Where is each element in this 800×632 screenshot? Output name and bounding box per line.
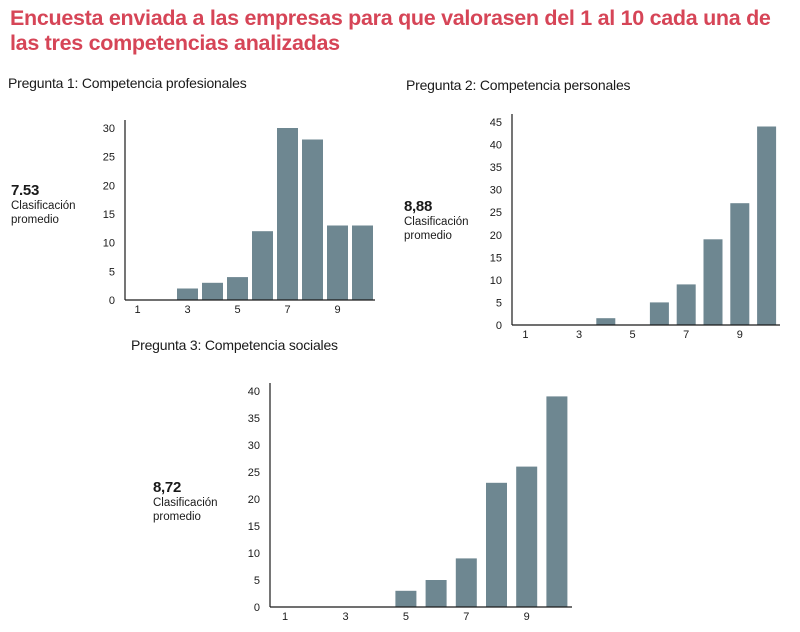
chart-3-average: 8,72 Clasificación promedio — [153, 479, 233, 524]
chart-3-y-tick-10: 10 — [248, 548, 260, 560]
chart-3-y-tick-35: 35 — [248, 413, 260, 425]
chart-1-bar-3 — [177, 288, 198, 300]
chart-2-bar-7 — [676, 284, 696, 325]
chart-2-y-tick-15: 15 — [490, 252, 502, 264]
chart-3-y-tick-30: 30 — [248, 440, 260, 452]
chart-2-bar-10 — [757, 126, 777, 325]
chart-3-x-tick-5: 5 — [403, 611, 409, 623]
chart-3-x-tick-9: 9 — [524, 611, 530, 623]
chart-2-x-tick-5: 5 — [630, 329, 636, 341]
chart-2-average-label: Clasificación promedio — [404, 216, 469, 242]
chart-1-bar-6 — [252, 231, 273, 300]
chart-1-bar-7 — [277, 128, 298, 300]
chart-1-x-tick-7: 7 — [284, 304, 290, 316]
chart-2-y-tick-0: 0 — [496, 320, 502, 332]
chart-2-bar-6 — [649, 302, 669, 325]
chart-1-y-tick-0: 0 — [109, 295, 115, 307]
chart-2-average: 8,88 Clasificación promedio — [404, 198, 484, 243]
chart-3-bar-8 — [486, 482, 507, 607]
chart-1-y-tick-10: 10 — [103, 238, 115, 250]
chart-3-y-tick-25: 25 — [248, 467, 260, 479]
chart-3-bar-6 — [425, 580, 447, 607]
chart-3-y-tick-15: 15 — [248, 521, 260, 533]
chart-3-x-tick-1: 1 — [282, 611, 288, 623]
chart-3-average-value: 8,72 — [153, 479, 181, 496]
chart-2-y-tick-40: 40 — [490, 140, 502, 152]
chart-3-x-tick-3: 3 — [342, 611, 348, 623]
chart-1-bar-9 — [327, 225, 348, 300]
chart-1-bar-8 — [302, 139, 323, 300]
chart-3-y-tick-20: 20 — [248, 494, 260, 506]
chart-2-bar-9 — [730, 203, 750, 325]
chart-2-bar-4 — [596, 318, 616, 325]
chart-2-x-tick-1: 1 — [522, 329, 528, 341]
chart-1-y-tick-20: 20 — [103, 180, 115, 192]
chart-1-average: 7.53 Clasificación promedio — [11, 182, 91, 227]
chart-3-y-tick-0: 0 — [254, 602, 260, 614]
chart-2-x-tick-3: 3 — [576, 329, 582, 341]
chart-1-y-tick-30: 30 — [103, 123, 115, 135]
chart-2-y-tick-25: 25 — [490, 207, 502, 219]
chart-1-x-tick-1: 1 — [134, 304, 140, 316]
chart-1-bar-4 — [202, 282, 223, 300]
chart-1-bar-5 — [227, 277, 248, 300]
chart-1-x-tick-5: 5 — [234, 304, 240, 316]
chart-2-y-tick-30: 30 — [490, 185, 502, 197]
chart-2-average-value: 8,88 — [404, 198, 432, 215]
chart-2-x-tick-9: 9 — [737, 329, 743, 341]
chart-1-average-value: 7.53 — [11, 182, 39, 199]
chart-2-title: Pregunta 2: Competencia personales — [406, 77, 631, 93]
chart-1-y-tick-5: 5 — [109, 266, 115, 278]
chart-3-bar-10 — [546, 396, 568, 607]
chart-2-y-tick-45: 45 — [490, 117, 502, 129]
chart-3-bar-7 — [455, 558, 477, 607]
chart-1-x-tick-3: 3 — [184, 304, 190, 316]
chart-1-title: Pregunta 1: Competencia profesionales — [8, 75, 247, 91]
chart-3-y-tick-40: 40 — [248, 386, 260, 398]
chart-2-y-tick-10: 10 — [490, 275, 502, 287]
chart-3-y-tick-5: 5 — [254, 575, 260, 587]
chart-3-average-label: Clasificación promedio — [153, 497, 218, 523]
main-title: Encuesta enviada a las empresas para que… — [10, 6, 771, 55]
chart-3-bar-9 — [516, 466, 538, 607]
chart-2-bar-8 — [703, 239, 723, 325]
chart-3-title: Pregunta 3: Competencia sociales — [131, 337, 338, 353]
chart-2-y-tick-35: 35 — [490, 162, 502, 174]
chart-3-bar-5 — [395, 590, 417, 607]
chart-1-y-tick-15: 15 — [103, 209, 115, 221]
chart-1-bar-10 — [352, 225, 373, 300]
chart-2-y-tick-5: 5 — [496, 297, 502, 309]
chart-1-x-tick-9: 9 — [334, 304, 340, 316]
chart-1-average-label: Clasificación promedio — [11, 200, 76, 226]
chart-2-y-tick-20: 20 — [490, 230, 502, 242]
chart-1-y-tick-25: 25 — [103, 152, 115, 164]
chart-2-x-tick-7: 7 — [683, 329, 689, 341]
chart-3-x-tick-7: 7 — [463, 611, 469, 623]
